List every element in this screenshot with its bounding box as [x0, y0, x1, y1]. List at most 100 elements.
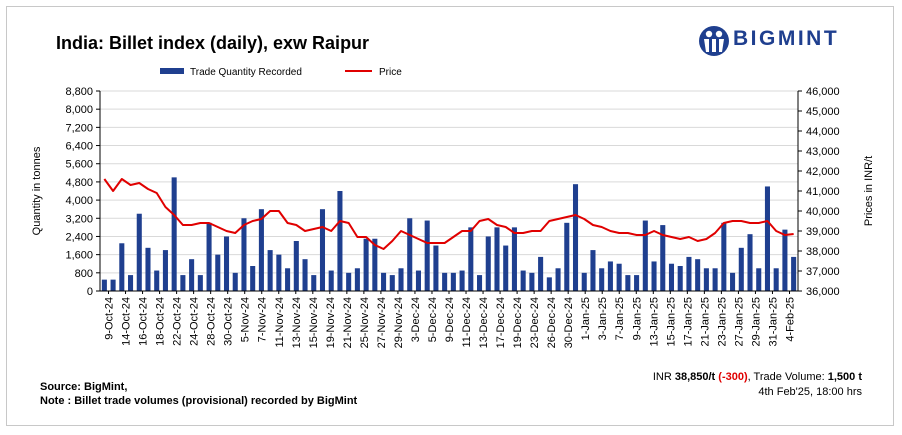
x-tick-label: 13-Dec-24: [478, 297, 490, 348]
right-tick-label: 40,000: [806, 206, 840, 218]
y-axis-left-title: Quantity in tonnes: [31, 146, 43, 235]
left-tick-label: 3,200: [65, 213, 93, 225]
left-tick-label: 4,800: [65, 177, 93, 189]
right-tick-label: 45,000: [806, 106, 840, 118]
bar: [389, 275, 395, 291]
bar: [101, 279, 107, 291]
bar: [538, 256, 544, 291]
bar: [302, 259, 308, 291]
x-tick-label: 9-Jan-25: [631, 297, 643, 340]
x-tick-label: 27-Jan-25: [733, 297, 745, 347]
bar: [145, 247, 151, 291]
x-tick-label: 15-Jan-25: [665, 297, 677, 347]
x-tick-label: 4-Feb-25: [784, 297, 796, 342]
x-tick-label: 5-Nov-24: [240, 297, 252, 342]
bar: [721, 222, 727, 291]
bar: [747, 234, 753, 291]
bar: [189, 259, 195, 291]
bar: [712, 268, 718, 291]
left-tick-label: 8,000: [65, 104, 93, 116]
right-tick-label: 37,000: [806, 266, 840, 278]
left-tick-label: 5,600: [65, 159, 93, 171]
x-tick-label: 9-Dec-24: [444, 297, 456, 342]
x-tick-label: 19-Nov-24: [325, 297, 337, 348]
price-value: 38,850/t: [674, 371, 716, 383]
bar: [276, 254, 282, 291]
price-line: [103, 178, 794, 250]
x-tick-label: 21-Nov-24: [342, 297, 354, 348]
bar: [590, 250, 596, 291]
price-summary: INR 38,850/t (-300), Trade Volume: 1,500…: [653, 370, 862, 385]
right-tick-label: 43,000: [806, 146, 840, 158]
bar: [293, 241, 299, 291]
right-tick-label: 36,000: [806, 286, 840, 298]
volume-prefix: , Trade Volume:: [747, 371, 828, 383]
bar: [555, 268, 561, 291]
bar: [119, 243, 125, 291]
bar: [791, 256, 797, 291]
bar: [756, 268, 762, 291]
bigmint-logo-icon: [699, 26, 729, 56]
bar: [433, 245, 439, 291]
y-axis-right-title: Prices in INR/t: [863, 156, 875, 226]
bar: [215, 254, 221, 291]
bar: [197, 275, 203, 291]
bar-series: [101, 177, 797, 291]
bar: [232, 272, 238, 291]
bar: [250, 266, 256, 291]
bar: [354, 268, 360, 291]
bar: [564, 222, 570, 291]
bar: [634, 275, 640, 291]
bar: [258, 209, 264, 291]
legend: Trade Quantity Recorded Price: [160, 67, 402, 78]
bar: [485, 236, 491, 291]
bar: [407, 218, 413, 291]
bar: [319, 209, 326, 291]
x-tick-label: 31-Jan-25: [767, 297, 779, 347]
right-tick-label: 39,000: [806, 226, 840, 238]
footer-source: Source: BigMint, Note : Billet trade vol…: [40, 380, 357, 408]
bar: [773, 268, 779, 291]
right-tick-label: 42,000: [806, 166, 840, 178]
bar: [686, 256, 692, 291]
x-tick-label: 27-Nov-24: [376, 297, 388, 348]
bar: [703, 268, 709, 291]
legend-bar-label: Trade Quantity Recorded: [190, 67, 302, 78]
bar: [520, 270, 526, 291]
bar: [477, 275, 483, 291]
x-tick-label: 9-Oct-24: [104, 297, 116, 340]
bar: [241, 218, 247, 291]
bar: [529, 272, 535, 291]
bar: [311, 275, 317, 291]
bar: [738, 247, 744, 291]
bar: [642, 220, 648, 291]
bar: [346, 272, 352, 291]
price-change: (-300): [718, 371, 748, 383]
bar: [398, 268, 404, 291]
bar: [206, 222, 212, 291]
bar: [494, 227, 500, 291]
x-tick-label: 25-Nov-24: [359, 297, 371, 348]
bar: [162, 250, 168, 291]
x-tick-label: 13-Nov-24: [291, 297, 303, 348]
bar: [372, 238, 378, 291]
bigmint-logo: BIGMINT: [697, 24, 877, 58]
bar: [450, 272, 456, 291]
bar: [677, 266, 683, 291]
bar: [668, 263, 675, 291]
axes: 0 800 1,600 2,400 3,200 4,000 4,800 5,600 6,400 7…: [31, 86, 875, 348]
x-tick-label: 18-Oct-24: [155, 297, 167, 346]
bar: [337, 191, 343, 291]
x-tick-label: 11-Nov-24: [274, 297, 286, 348]
left-tick-label: 1,600: [65, 250, 93, 262]
x-tick-label: 7-Jan-25: [614, 297, 626, 340]
bar: [154, 270, 160, 291]
x-tick-label: 23-Jan-25: [716, 297, 728, 347]
bar: [782, 229, 788, 291]
bar: [415, 270, 421, 291]
volume-value: 1,500 t: [827, 371, 862, 383]
price-series: [103, 178, 794, 250]
bar: [616, 263, 622, 291]
bar: [328, 270, 334, 291]
